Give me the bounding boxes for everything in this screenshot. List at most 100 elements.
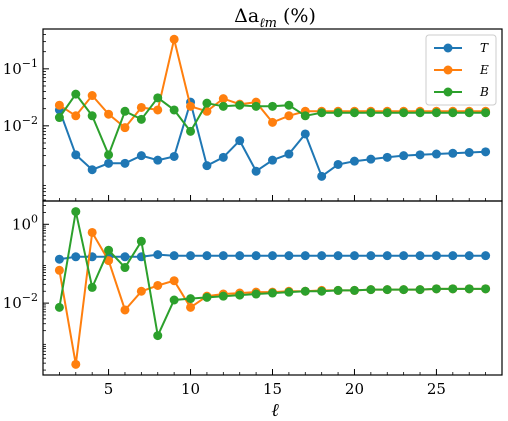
point-T	[300, 251, 310, 261]
point-T	[218, 152, 228, 162]
point-B	[317, 286, 327, 296]
point-T	[399, 151, 409, 161]
panels-layer: 10−1 10−2 100 10−2	[3, 28, 503, 376]
point-T	[333, 159, 343, 169]
point-B	[349, 285, 359, 295]
point-T	[382, 152, 392, 162]
point-T	[415, 251, 425, 261]
x-axis: 5 10 15 20 25	[42, 195, 503, 398]
point-T	[136, 151, 146, 161]
point-T	[169, 151, 179, 161]
legend: TEB	[425, 34, 497, 106]
point-T	[235, 251, 245, 261]
point-T	[349, 156, 359, 166]
point-B	[448, 284, 458, 294]
legend-label-E: E	[479, 63, 489, 77]
point-T	[366, 154, 376, 164]
point-B	[136, 236, 146, 246]
point-B	[136, 114, 146, 124]
panel-2: 100 10−2	[3, 200, 503, 376]
series-E-panel-1	[54, 34, 491, 133]
point-E	[218, 94, 228, 104]
point-T	[71, 150, 81, 160]
point-E	[136, 286, 146, 296]
legend-label-T: T	[480, 41, 489, 55]
point-T	[382, 251, 392, 261]
x-tick-label: 10	[181, 380, 200, 398]
point-B	[202, 292, 212, 302]
point-B	[235, 290, 245, 300]
point-E	[71, 111, 81, 121]
point-E	[54, 265, 64, 275]
point-E	[153, 280, 163, 290]
point-T	[186, 251, 196, 261]
point-E	[136, 102, 146, 112]
point-E	[87, 91, 97, 101]
x-tick-label: 15	[263, 380, 282, 398]
point-E	[104, 256, 114, 266]
point-B	[333, 108, 343, 118]
chart-title-subscript: ℓm	[259, 16, 277, 31]
point-B	[448, 108, 458, 118]
legend-marker-E	[443, 65, 453, 75]
point-B	[300, 286, 310, 296]
series-E-panel-2	[54, 227, 491, 369]
point-T	[431, 149, 441, 159]
chart-title-suffix: (%)	[277, 5, 316, 27]
point-B	[71, 207, 81, 217]
point-B	[284, 100, 294, 110]
point-B	[415, 108, 425, 118]
point-B	[120, 106, 130, 116]
point-T	[251, 166, 261, 176]
legend-marker-B	[443, 87, 453, 97]
point-T	[481, 251, 491, 261]
point-E	[284, 111, 294, 121]
point-B	[120, 263, 130, 273]
series-B-panel-1	[54, 89, 491, 160]
point-T	[284, 149, 294, 159]
point-T	[431, 251, 441, 261]
point-T	[202, 161, 212, 171]
x-tick-label: 20	[345, 380, 364, 398]
y-tick-label: 10−1	[3, 57, 38, 78]
series-T-panel-1	[54, 97, 491, 181]
chart-title: Δaℓm (%)	[234, 5, 316, 31]
point-B	[415, 285, 425, 295]
point-B	[431, 284, 441, 294]
point-T	[333, 251, 343, 261]
point-T	[153, 250, 163, 260]
x-tick-label: 5	[104, 380, 114, 398]
point-B	[382, 108, 392, 118]
point-B	[71, 89, 81, 99]
point-T	[464, 251, 474, 261]
point-T	[169, 251, 179, 261]
point-E	[169, 34, 179, 44]
point-T	[120, 252, 130, 262]
point-B	[300, 111, 310, 121]
point-E	[169, 276, 179, 286]
point-E	[87, 227, 97, 237]
point-E	[120, 123, 130, 133]
point-B	[464, 284, 474, 294]
point-B	[153, 331, 163, 341]
point-E	[71, 359, 81, 369]
point-E	[104, 109, 114, 119]
point-T	[268, 251, 277, 261]
point-B	[317, 108, 327, 118]
point-B	[153, 93, 163, 103]
point-T	[268, 155, 277, 165]
point-T	[202, 251, 212, 261]
point-B	[104, 150, 114, 160]
point-B	[382, 285, 392, 295]
series-line-B	[58, 211, 486, 339]
point-T	[71, 252, 81, 262]
point-B	[218, 101, 228, 111]
point-E	[186, 302, 196, 312]
point-T	[218, 251, 228, 261]
point-B	[54, 113, 64, 123]
point-E	[268, 117, 277, 127]
y-tick-label: 10−2	[3, 114, 38, 135]
point-B	[186, 126, 196, 136]
x-tick-label: 25	[427, 380, 446, 398]
